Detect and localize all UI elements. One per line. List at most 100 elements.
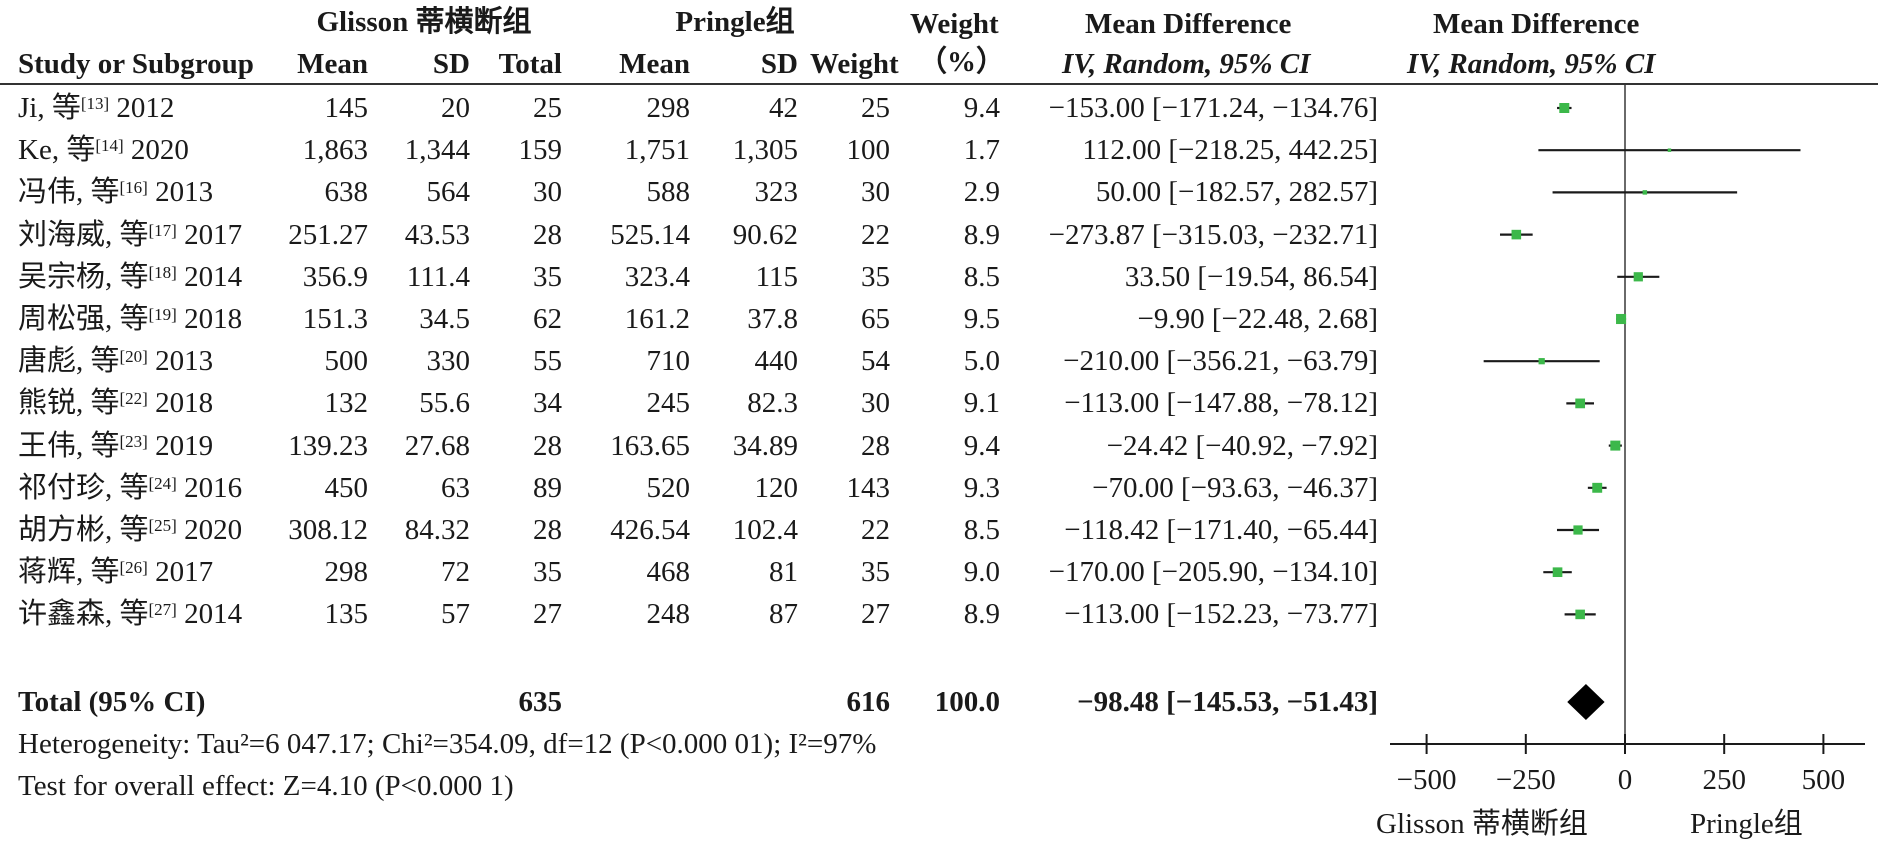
x-tick-label: −250 bbox=[1496, 764, 1556, 796]
cell-sd1: 111.4 bbox=[406, 260, 470, 293]
cell-ci: −113.00 [−147.88, −78.12] bbox=[1064, 387, 1378, 420]
heterogeneity-text: Heterogeneity: Tau²=6 047.17; Chi²=354.0… bbox=[18, 728, 877, 760]
study-marker bbox=[1559, 103, 1570, 113]
cell-sd1: 330 bbox=[426, 345, 471, 378]
study-ref: [16] bbox=[119, 178, 148, 198]
cell-n1: 35 bbox=[533, 556, 562, 589]
cell-sd2: 440 bbox=[754, 345, 799, 378]
overall-effect-text: Test for overall effect: Z=4.10 (P<0.000… bbox=[18, 770, 514, 802]
cell-n2: 27 bbox=[861, 598, 890, 631]
cell-ci: −118.42 [−171.40, −65.44] bbox=[1064, 514, 1378, 546]
total-weight: 100.0 bbox=[934, 686, 1000, 718]
study-marker bbox=[1511, 229, 1522, 240]
study-ref: [24] bbox=[148, 473, 177, 493]
cell-n2: 25 bbox=[861, 92, 890, 124]
cell-n2: 22 bbox=[861, 514, 890, 546]
cell-m2: 163.65 bbox=[610, 429, 690, 462]
cell-m2: 525.14 bbox=[610, 218, 690, 251]
cell-m2: 710 bbox=[646, 345, 691, 378]
cell-sd1: 27.68 bbox=[404, 429, 470, 462]
cell-n2: 35 bbox=[861, 260, 890, 293]
study-marker bbox=[1616, 313, 1627, 325]
study-author: 胡方彬, 等 bbox=[18, 514, 149, 546]
study-marker bbox=[1552, 567, 1563, 578]
cell-m2: 245 bbox=[646, 387, 691, 420]
study-name: 唐彪, 等[20] 2013 bbox=[18, 343, 213, 379]
cell-sd1: 84.32 bbox=[404, 514, 470, 546]
study-year: 2020 bbox=[176, 514, 243, 546]
cell-ci: −70.00 [−93.63, −46.37] bbox=[1092, 471, 1378, 504]
cell-n1: 35 bbox=[533, 260, 562, 293]
study-name: 蒋辉, 等[26] 2017 bbox=[18, 554, 213, 590]
cell-n2: 143 bbox=[846, 471, 891, 504]
cell-m1: 151.3 bbox=[302, 303, 368, 335]
cell-w: 9.5 bbox=[963, 303, 1000, 335]
cell-m2: 248 bbox=[646, 598, 691, 631]
study-year: 2014 bbox=[176, 260, 243, 293]
cell-sd2: 90.62 bbox=[732, 218, 798, 251]
study-author: 熊锐, 等 bbox=[18, 387, 120, 420]
cell-n2: 28 bbox=[861, 429, 890, 462]
study-author: 周松强, 等 bbox=[18, 303, 149, 335]
sd1-header: SD bbox=[432, 48, 470, 80]
study-author: 吴宗杨, 等 bbox=[18, 260, 149, 293]
study-name: 冯伟, 等[16] 2013 bbox=[18, 174, 213, 210]
cell-n1: 62 bbox=[533, 303, 562, 335]
study-ref: [13] bbox=[80, 94, 110, 113]
cell-m2: 520 bbox=[646, 471, 691, 504]
sd2-header: SD bbox=[760, 48, 798, 80]
study-name: 熊锐, 等[22] 2018 bbox=[18, 385, 213, 421]
cell-n1: 28 bbox=[533, 429, 562, 462]
study-author: 冯伟, 等 bbox=[18, 176, 120, 209]
study-year: 2016 bbox=[176, 471, 243, 504]
cell-n1: 159 bbox=[518, 134, 563, 167]
study-marker bbox=[1633, 272, 1643, 282]
cell-n2: 65 bbox=[861, 303, 890, 335]
cell-w: 9.0 bbox=[963, 556, 1000, 589]
study-year: 2013 bbox=[147, 176, 214, 209]
cell-sd1: 72 bbox=[441, 556, 470, 589]
cell-sd1: 20 bbox=[441, 92, 470, 124]
weight-pct-header: （%） bbox=[918, 46, 1006, 78]
cell-m2: 161.2 bbox=[624, 303, 690, 335]
study-author: 蒋辉, 等 bbox=[18, 556, 120, 589]
cell-n2: 100 bbox=[846, 134, 891, 167]
cell-n1: 25 bbox=[533, 92, 562, 124]
study-name: 祁付珍, 等[24] 2016 bbox=[18, 470, 242, 506]
cell-n2: 30 bbox=[861, 387, 890, 420]
cell-sd2: 37.8 bbox=[747, 303, 798, 335]
cell-n1: 28 bbox=[533, 514, 562, 546]
study-marker bbox=[1575, 398, 1586, 409]
total-n1: 635 bbox=[518, 686, 563, 718]
cell-w: 1.7 bbox=[963, 134, 1000, 167]
cell-n1: 28 bbox=[533, 218, 562, 251]
cell-m1: 356.9 bbox=[302, 260, 368, 293]
study-author: Ji, 等 bbox=[18, 92, 81, 124]
study-ref: [23] bbox=[119, 431, 148, 451]
plot-header-sub: IV, Random, 95% CI bbox=[1407, 48, 1656, 80]
study-ref: [17] bbox=[148, 220, 177, 240]
cell-w: 9.3 bbox=[963, 471, 1000, 504]
cell-m1: 251.27 bbox=[288, 218, 368, 251]
cell-ci: −210.00 [−356.21, −63.79] bbox=[1063, 345, 1378, 378]
cell-w: 9.1 bbox=[963, 387, 1000, 420]
total-label: Total (95% CI) bbox=[18, 686, 206, 718]
study-year: 2017 bbox=[176, 218, 243, 251]
cell-w: 8.5 bbox=[963, 260, 1000, 293]
pooled-diamond bbox=[1567, 684, 1605, 720]
cell-w: 2.9 bbox=[963, 176, 1000, 209]
weight-header-top: Weight bbox=[910, 8, 999, 40]
cell-sd2: 34.89 bbox=[732, 429, 798, 462]
cell-ci: 112.00 [−218.25, 442.25] bbox=[1082, 134, 1378, 167]
cell-m1: 139.23 bbox=[288, 429, 368, 462]
cell-m2: 426.54 bbox=[610, 514, 690, 546]
study-ref: [22] bbox=[119, 389, 148, 409]
study-name: 王伟, 等[23] 2019 bbox=[18, 428, 213, 464]
cell-w: 9.4 bbox=[963, 429, 1000, 462]
axis-left-label: Glisson 蒂横断组 bbox=[1376, 808, 1588, 840]
total-ci: −98.48 [−145.53, −51.43] bbox=[1077, 686, 1378, 718]
cell-m2: 323.4 bbox=[624, 260, 690, 293]
cell-m1: 132 bbox=[324, 387, 369, 420]
study-author: 许鑫森, 等 bbox=[18, 598, 149, 631]
study-author: 唐彪, 等 bbox=[18, 345, 120, 378]
